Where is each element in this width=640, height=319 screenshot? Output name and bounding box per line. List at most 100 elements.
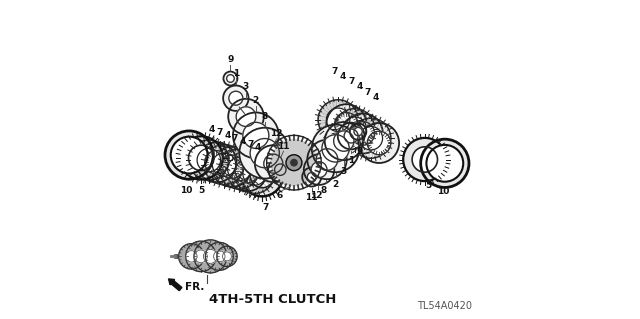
- Circle shape: [196, 142, 236, 182]
- Text: 10: 10: [437, 187, 450, 197]
- Text: 4: 4: [255, 143, 261, 152]
- Circle shape: [316, 149, 338, 170]
- Text: 1: 1: [233, 69, 239, 78]
- Circle shape: [312, 124, 360, 172]
- Text: 4: 4: [356, 82, 363, 91]
- Circle shape: [171, 137, 207, 174]
- Circle shape: [220, 149, 259, 189]
- Circle shape: [351, 122, 374, 145]
- Circle shape: [223, 71, 237, 85]
- Text: 7: 7: [262, 203, 269, 212]
- Circle shape: [220, 155, 243, 179]
- Circle shape: [212, 153, 236, 176]
- Circle shape: [214, 251, 225, 262]
- Circle shape: [165, 131, 213, 179]
- Circle shape: [228, 157, 251, 181]
- Circle shape: [197, 148, 221, 172]
- Text: 8: 8: [321, 186, 327, 195]
- Circle shape: [243, 122, 269, 148]
- Text: 2: 2: [332, 180, 339, 189]
- Text: 7: 7: [348, 77, 355, 86]
- Text: 8: 8: [262, 112, 268, 122]
- Circle shape: [275, 164, 286, 175]
- Circle shape: [286, 155, 302, 171]
- Circle shape: [318, 100, 358, 140]
- Circle shape: [412, 147, 438, 172]
- Circle shape: [338, 123, 364, 149]
- Circle shape: [228, 99, 264, 134]
- Circle shape: [250, 164, 275, 188]
- Text: 7: 7: [247, 140, 253, 149]
- Circle shape: [302, 167, 321, 187]
- Circle shape: [403, 138, 447, 181]
- Text: 7: 7: [364, 88, 371, 97]
- Circle shape: [195, 250, 207, 263]
- Text: 6: 6: [276, 191, 283, 200]
- Circle shape: [180, 136, 223, 180]
- Circle shape: [354, 127, 362, 136]
- Circle shape: [264, 154, 283, 173]
- Circle shape: [351, 118, 391, 158]
- Circle shape: [359, 126, 383, 150]
- Circle shape: [333, 131, 354, 151]
- Circle shape: [235, 160, 259, 183]
- Circle shape: [239, 128, 290, 179]
- Circle shape: [189, 145, 214, 171]
- Circle shape: [311, 162, 327, 178]
- Circle shape: [223, 85, 248, 111]
- Text: 9: 9: [356, 147, 363, 156]
- Circle shape: [241, 155, 283, 196]
- Circle shape: [307, 173, 316, 182]
- Circle shape: [307, 140, 347, 179]
- Circle shape: [271, 140, 317, 186]
- Circle shape: [236, 107, 256, 126]
- Circle shape: [204, 145, 244, 185]
- Circle shape: [229, 91, 243, 105]
- Text: 3: 3: [243, 82, 249, 91]
- Circle shape: [227, 151, 267, 191]
- Circle shape: [350, 123, 366, 140]
- Circle shape: [326, 104, 366, 144]
- Circle shape: [359, 123, 399, 163]
- Text: 4: 4: [239, 137, 246, 146]
- Circle shape: [217, 246, 237, 267]
- Circle shape: [227, 75, 234, 82]
- Circle shape: [324, 122, 363, 160]
- Circle shape: [235, 153, 275, 194]
- Text: 2: 2: [253, 96, 259, 105]
- Circle shape: [243, 162, 266, 185]
- Circle shape: [304, 154, 334, 185]
- Text: 4TH-5TH CLUTCH: 4TH-5TH CLUTCH: [209, 293, 336, 306]
- Text: 7: 7: [332, 67, 338, 76]
- Circle shape: [255, 145, 292, 182]
- Circle shape: [326, 108, 350, 131]
- Circle shape: [426, 145, 463, 182]
- Circle shape: [204, 249, 218, 263]
- Text: 12: 12: [270, 129, 283, 138]
- Text: 5: 5: [198, 187, 204, 196]
- Circle shape: [179, 244, 204, 269]
- Circle shape: [343, 114, 383, 153]
- Circle shape: [322, 135, 349, 162]
- Text: 9: 9: [227, 55, 234, 64]
- FancyArrow shape: [168, 279, 182, 291]
- Text: 7: 7: [232, 134, 238, 143]
- Circle shape: [205, 242, 234, 270]
- Text: 11: 11: [277, 142, 290, 151]
- Circle shape: [367, 131, 391, 155]
- Text: 1: 1: [348, 156, 355, 165]
- Circle shape: [186, 251, 197, 262]
- Circle shape: [335, 109, 374, 149]
- Text: 10: 10: [180, 186, 193, 195]
- Circle shape: [223, 252, 232, 261]
- Text: 4: 4: [209, 125, 215, 134]
- Text: TL54A0420: TL54A0420: [417, 301, 472, 311]
- Text: 4: 4: [224, 131, 230, 140]
- Circle shape: [344, 129, 358, 143]
- Circle shape: [420, 139, 469, 188]
- Circle shape: [250, 138, 279, 168]
- Circle shape: [205, 151, 228, 174]
- Text: FR.: FR.: [185, 282, 204, 292]
- Circle shape: [335, 113, 358, 136]
- Circle shape: [194, 240, 227, 273]
